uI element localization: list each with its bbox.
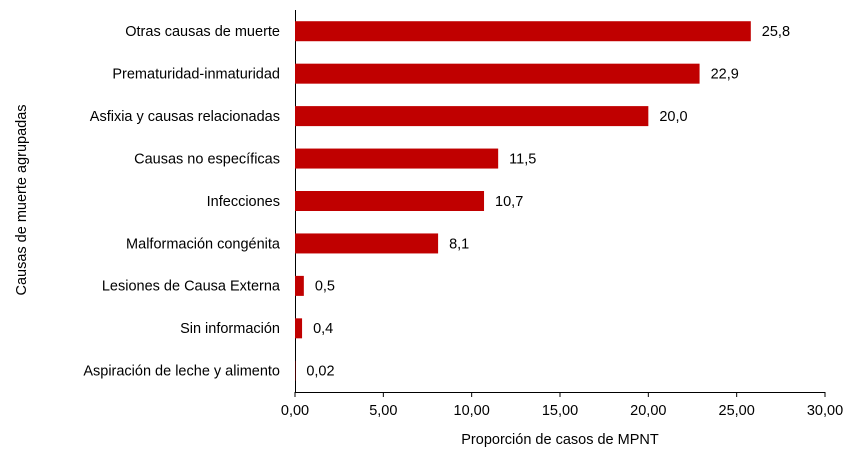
x-tick-label: 10,00 [454,403,490,419]
y-tick-label: Malformación congénita [126,236,281,252]
y-tick-label: Causas no específicas [134,151,280,167]
bar [295,148,499,169]
data-label: 20,0 [659,109,687,125]
y-axis-title: Causas de muerte agrupadas [14,104,30,295]
y-tick-label: Asfixia y causas relacionadas [90,109,280,125]
data-label: 8,1 [449,236,469,252]
bar [295,191,485,211]
bar [295,21,751,42]
data-label: 25,8 [762,24,790,40]
bar [295,63,700,84]
y-tick-label: Infecciones [207,194,280,210]
data-label: 0,5 [315,279,335,295]
x-tick-label: 15,00 [542,403,578,419]
x-tick-label: 20,00 [630,403,666,419]
y-tick-label: Otras causas de muerte [125,24,280,40]
data-label: 10,7 [495,194,523,210]
bar [295,106,649,127]
y-tick-label: Lesiones de Causa Externa [102,279,281,295]
x-tick-label: 0,00 [281,403,309,419]
y-tick-label: Prematuridad-inmaturidad [112,66,280,82]
x-tick-label: 25,00 [719,403,755,419]
x-axis-title: Proporción de casos de MPNT [461,432,659,448]
x-tick-label: 30,00 [807,403,843,419]
data-label: 0,4 [313,321,333,337]
data-label: 11,5 [509,151,536,167]
data-label: 0,02 [306,364,334,380]
bar [295,233,439,254]
y-tick-label: Sin información [180,321,280,337]
data-label: 22,9 [711,66,739,82]
bar [295,275,304,296]
y-tick-label: Aspiración de leche y alimento [83,364,280,380]
bar [295,318,303,339]
x-tick-label: 5,00 [369,403,397,419]
